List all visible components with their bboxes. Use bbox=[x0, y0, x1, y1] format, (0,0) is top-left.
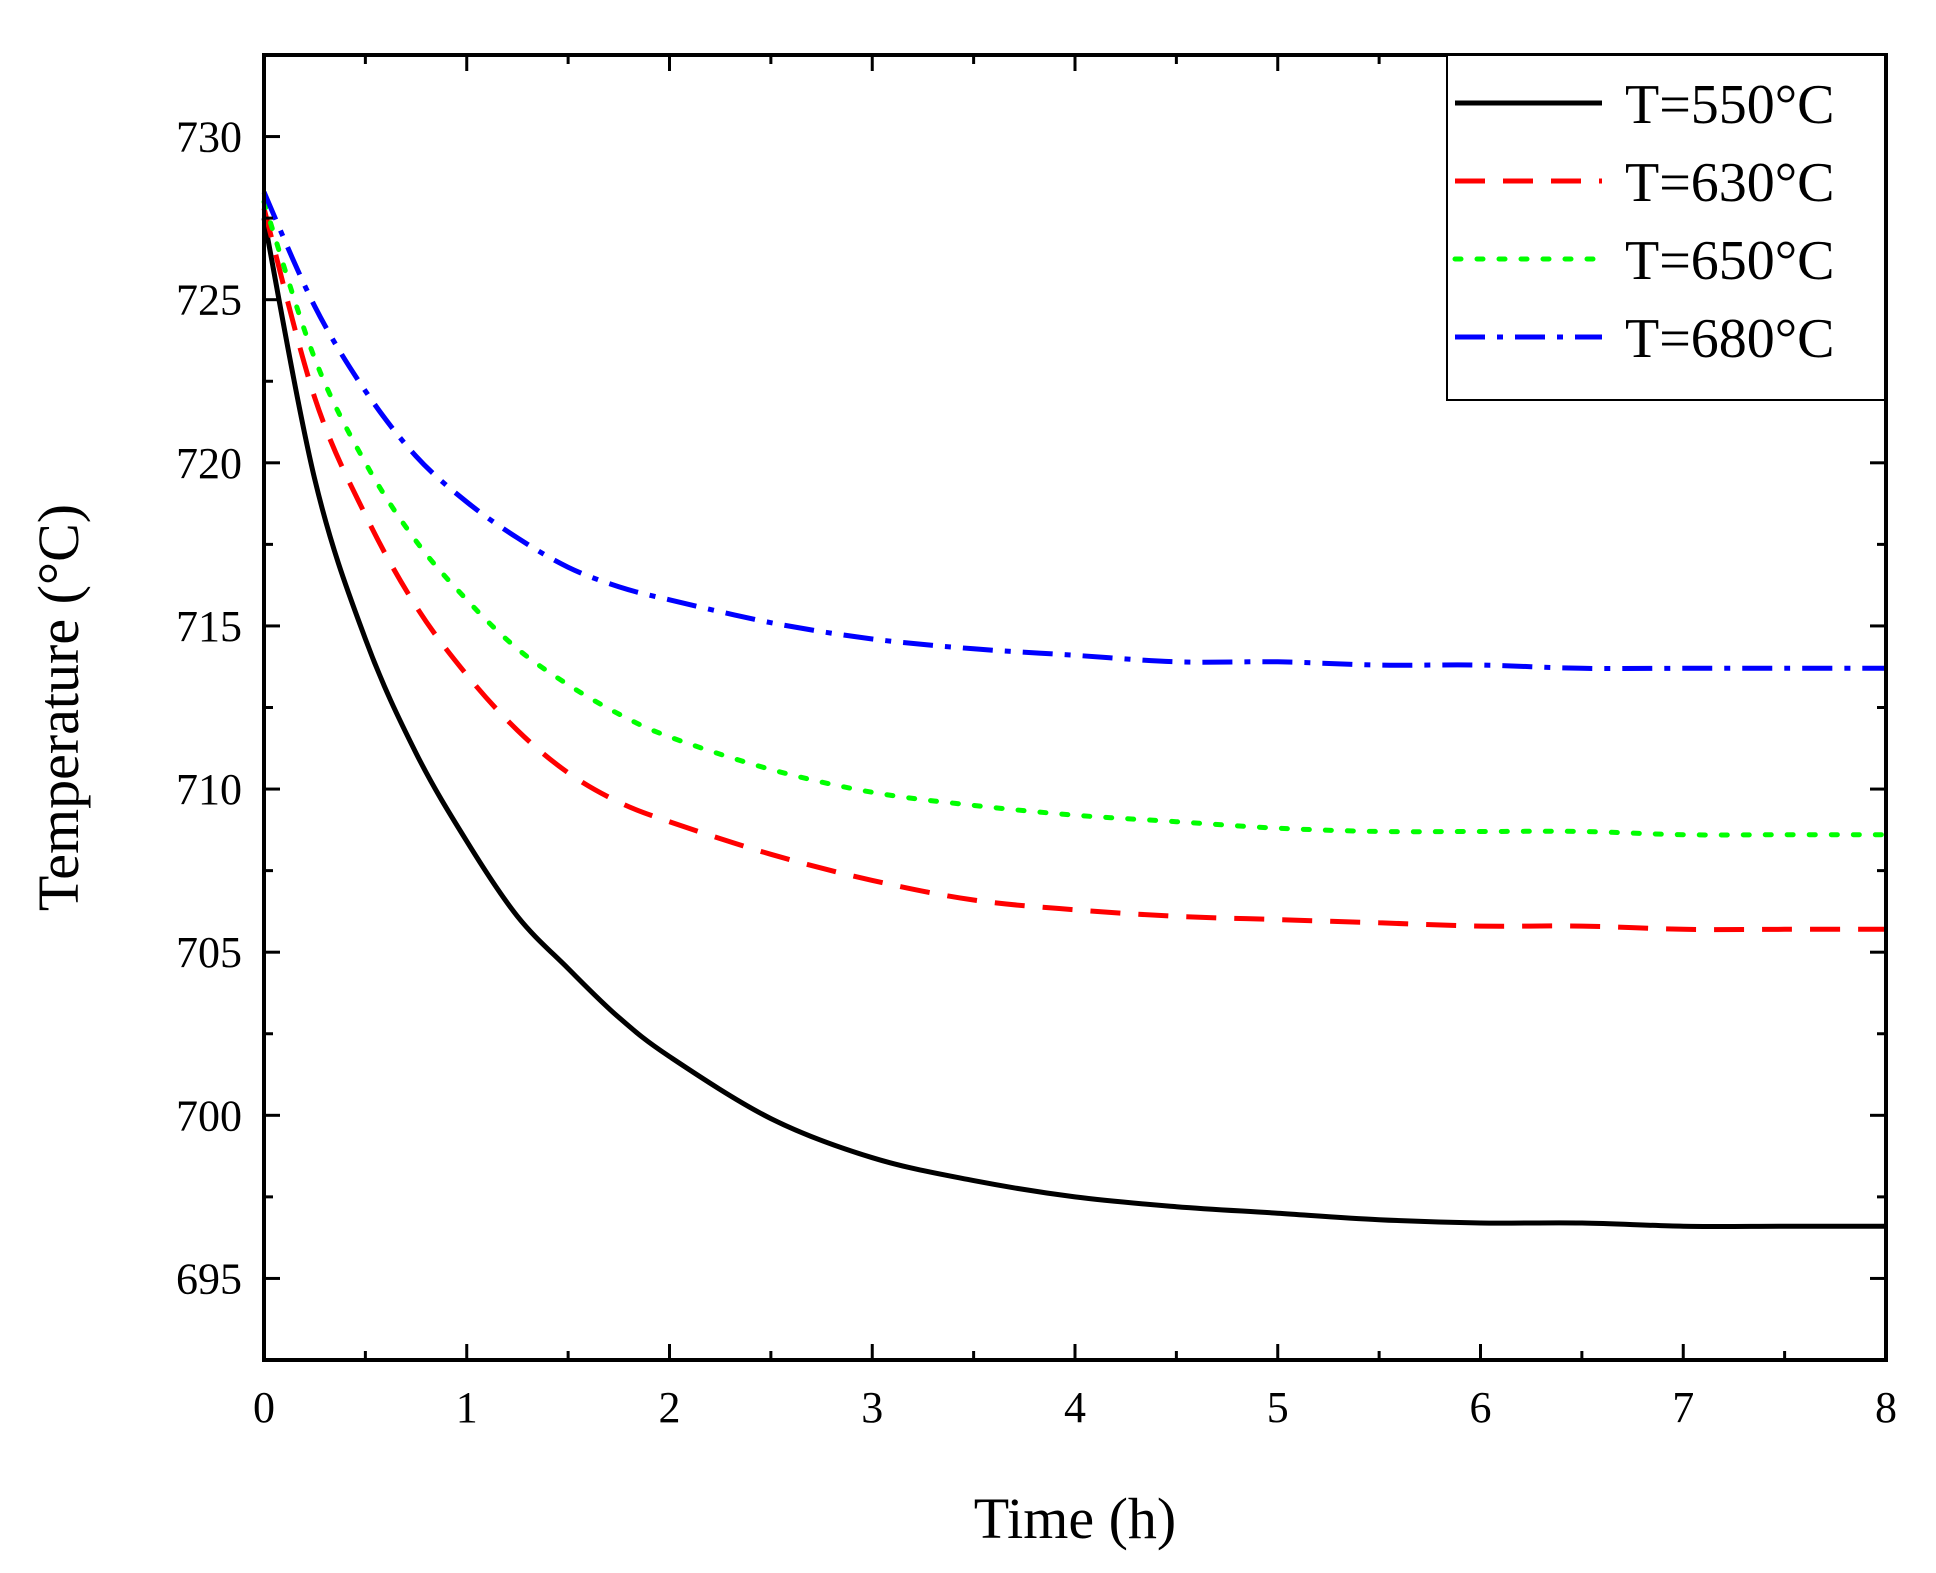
y-tick-label: 725 bbox=[176, 276, 242, 325]
legend-item: T=630°C bbox=[1455, 152, 1835, 214]
x-tick-label: 7 bbox=[1672, 1383, 1694, 1432]
legend-label: T=650°C bbox=[1625, 230, 1835, 292]
series-line-3 bbox=[261, 190, 1886, 672]
series-line-0 bbox=[261, 217, 1886, 1229]
y-tick-label: 730 bbox=[176, 113, 242, 162]
y-axis-title: Temperature (°C) bbox=[26, 504, 91, 911]
legend-item: T=680°C bbox=[1455, 308, 1835, 370]
legend-label: T=630°C bbox=[1625, 152, 1835, 214]
series-line-2 bbox=[261, 199, 1889, 838]
legend-label: T=680°C bbox=[1625, 308, 1835, 370]
legend-item: T=650°C bbox=[1452, 230, 1835, 292]
x-tick-label: 5 bbox=[1267, 1383, 1289, 1432]
x-tick-label: 2 bbox=[659, 1383, 681, 1432]
x-tick-label: 4 bbox=[1064, 1383, 1086, 1432]
x-tick-label: 3 bbox=[861, 1383, 883, 1432]
y-tick-label: 705 bbox=[176, 928, 242, 977]
legend-label: T=550°C bbox=[1625, 74, 1835, 136]
legend: T=550°C T=630°C T=650°C T=680°C bbox=[1446, 54, 1886, 401]
y-tick-label: 710 bbox=[176, 765, 242, 814]
x-tick-label: 6 bbox=[1470, 1383, 1492, 1432]
y-tick-label: 700 bbox=[176, 1091, 242, 1140]
x-tick-label: 0 bbox=[253, 1383, 275, 1432]
x-axis-title: Time (h) bbox=[974, 1486, 1177, 1551]
legend-box bbox=[1446, 54, 1886, 401]
legend-item: T=550°C bbox=[1455, 74, 1835, 136]
axis-tick-labels: 0 1 2 3 4 5 6 7 8 695 700 705 710 715 720 725 730 bbox=[176, 113, 1897, 1432]
y-tick-label: 715 bbox=[176, 602, 242, 651]
y-tick-label: 720 bbox=[176, 439, 242, 488]
x-tick-label: 8 bbox=[1875, 1383, 1897, 1432]
x-tick-label: 1 bbox=[456, 1383, 478, 1432]
series-curves bbox=[261, 190, 1889, 1229]
y-tick-label: 695 bbox=[176, 1254, 242, 1303]
